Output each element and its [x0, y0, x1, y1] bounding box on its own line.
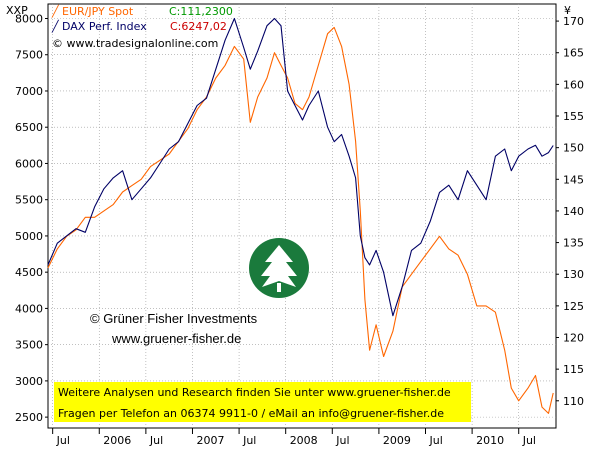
x-tick-label: 2008 — [290, 434, 318, 447]
right-tick-label: 160 — [563, 78, 584, 91]
right-tick-label: 145 — [563, 173, 584, 186]
right-axis-label: ¥ — [564, 4, 571, 17]
x-tick-label: Jul — [429, 434, 443, 447]
x-axis: Jul 2006 Jul 2007 Jul 2008 Jul 2009 Jul 2010 Jul — [52, 428, 536, 447]
left-tick-label: 2500 — [15, 411, 43, 424]
left-tick-label: 7000 — [15, 85, 43, 98]
x-tick-label: Jul — [149, 434, 163, 447]
right-tick-label: 135 — [563, 237, 584, 250]
left-tick-label: 8000 — [15, 12, 43, 25]
right-tick-label: 155 — [563, 110, 584, 123]
left-tick-label: 5000 — [15, 230, 43, 243]
x-tick-label: Jul — [242, 434, 256, 447]
right-tick-label: 170 — [563, 15, 584, 28]
right-tick-label: 140 — [563, 205, 584, 218]
legend-icon-dax: ╱ — [51, 19, 60, 33]
right-axis: 110 115 120 125 130 135 140 145 150 155 160 165 170 — [556, 15, 584, 408]
company-name: © Grüner Fisher Investments — [90, 311, 258, 326]
info-banner-line2: Fragen per Telefon an 06374 9911-0 / eMa… — [58, 407, 444, 420]
left-tick-label: 5500 — [15, 194, 43, 207]
plot-area — [47, 3, 557, 429]
info-banner-background — [54, 382, 471, 422]
legend-name-eurjpy: EUR/JPY Spot — [62, 5, 134, 18]
company-url: www.gruener-fisher.de — [111, 331, 241, 346]
legend-item-dax: ╱ DAX Perf. Index C:6247,02 — [51, 19, 227, 33]
legend-last-dax: C:6247,02 — [170, 20, 227, 33]
series-line-dax — [47, 17, 554, 317]
x-tick-label: 2007 — [196, 434, 224, 447]
left-axis: 2500 3000 3500 4000 4500 5000 5500 6000 6500 7000… — [15, 12, 48, 424]
x-tick-label: Jul — [522, 434, 536, 447]
right-tick-label: 120 — [563, 332, 584, 345]
legend-name-dax: DAX Perf. Index — [62, 20, 147, 33]
left-tick-label: 3000 — [15, 375, 43, 388]
x-tick-label: Jul — [56, 434, 70, 447]
legend: ╱ EUR/JPY Spot C:111,2300 ╱ DAX Perf. In… — [51, 4, 233, 50]
right-tick-label: 115 — [563, 363, 584, 376]
left-tick-label: 3500 — [15, 339, 43, 352]
left-tick-label: 6000 — [15, 157, 43, 170]
legend-last-eurjpy: C:111,2300 — [169, 5, 233, 18]
info-banner-line1: Weitere Analysen und Research finden Sie… — [58, 386, 451, 399]
x-tick-label: 2010 — [476, 434, 504, 447]
info-banner: Weitere Analysen und Research finden Sie… — [54, 382, 471, 422]
left-tick-label: 4000 — [15, 302, 43, 315]
legend-item-eurjpy: ╱ EUR/JPY Spot C:111,2300 — [51, 4, 233, 18]
left-axis-label: XXP — [6, 4, 28, 17]
series-line-eurjpy — [47, 26, 554, 414]
right-tick-label: 165 — [563, 47, 584, 60]
source-copyright: © www.tradesignalonline.com — [52, 37, 218, 50]
left-tick-label: 7500 — [15, 49, 43, 62]
left-tick-label: 6500 — [15, 121, 43, 134]
legend-icon-eurjpy: ╱ — [51, 4, 60, 18]
right-tick-label: 125 — [563, 300, 584, 313]
x-tick-label: 2006 — [103, 434, 131, 447]
right-tick-label: 110 — [563, 395, 584, 408]
tree-logo-icon — [249, 238, 309, 298]
gridlines — [48, 4, 556, 428]
right-tick-label: 130 — [563, 268, 584, 281]
right-tick-label: 150 — [563, 142, 584, 155]
x-tick-label: 2009 — [383, 434, 411, 447]
series-lines — [47, 17, 554, 414]
x-tick-label: Jul — [335, 434, 349, 447]
left-tick-label: 4500 — [15, 266, 43, 279]
